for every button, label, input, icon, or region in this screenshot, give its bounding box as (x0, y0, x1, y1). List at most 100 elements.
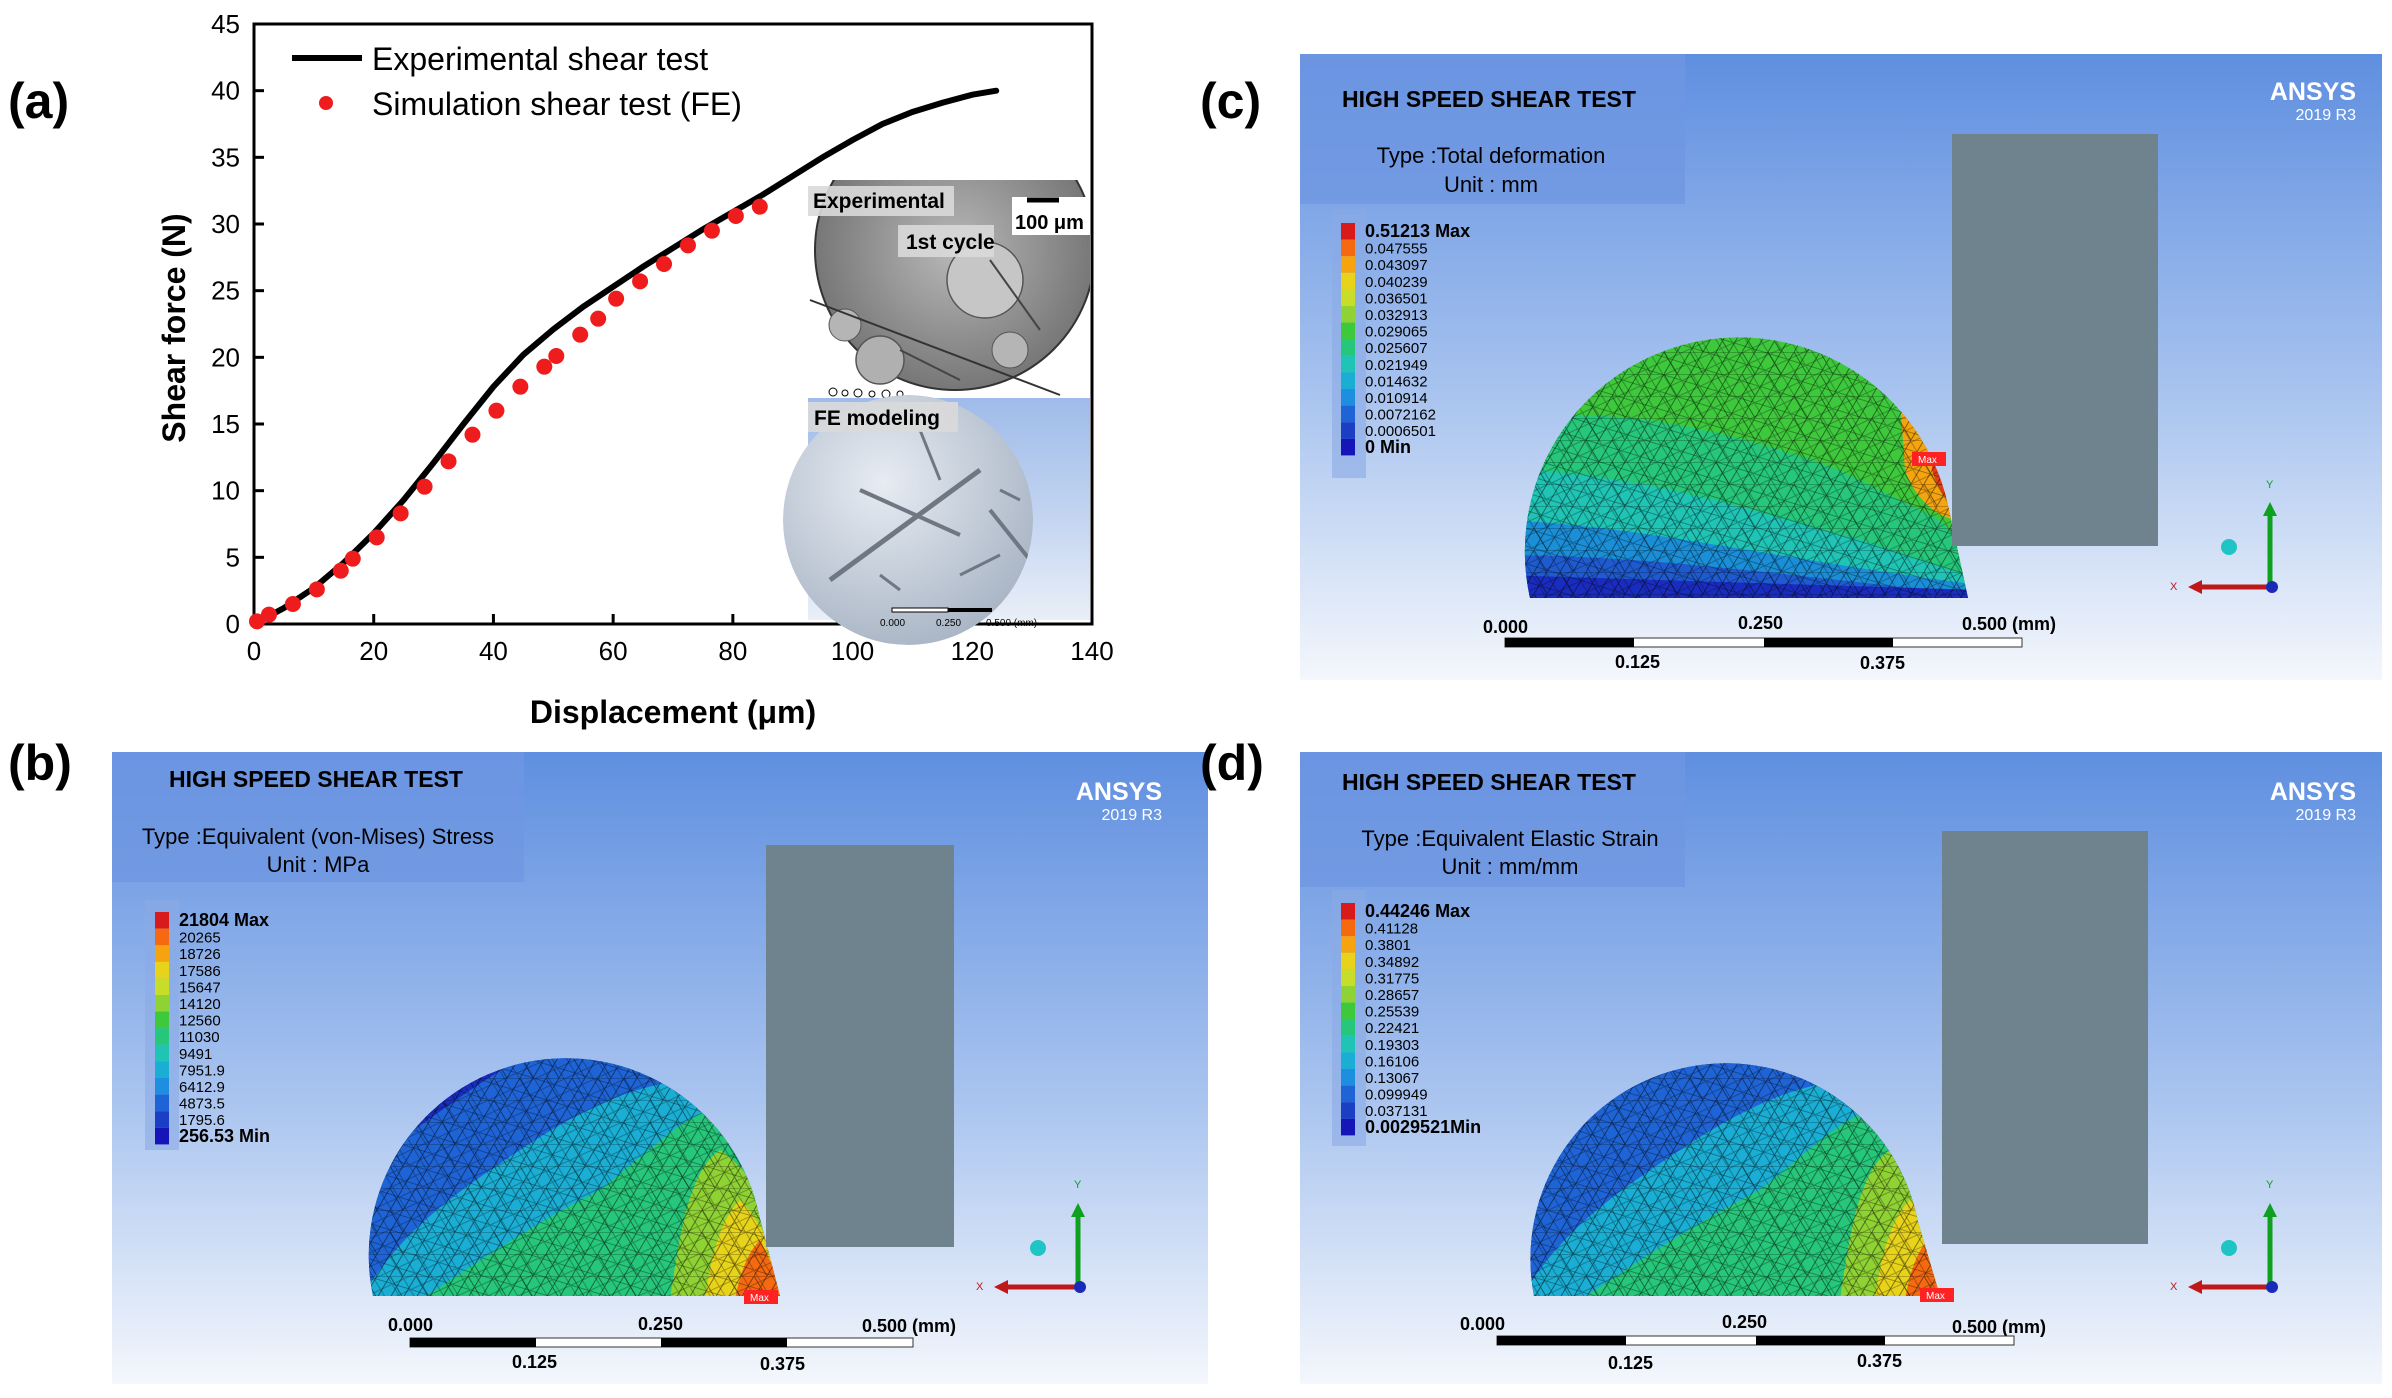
legend-value: 0.036501 (1365, 290, 1428, 307)
legend-swatch (1341, 1069, 1355, 1086)
simulation-point (590, 310, 607, 327)
legend-swatch (1341, 986, 1355, 1003)
simulation-point (368, 529, 385, 546)
y-tick-label: 45 (211, 9, 240, 39)
simulation-point (632, 273, 649, 290)
legend-value: 0.51213 Max (1365, 221, 1470, 241)
legend-value: 0.0006501 (1365, 423, 1436, 440)
legend-c: 0.51213 Max0.0475550.0430970.0402390.036… (1341, 221, 1470, 457)
legend-value: 20265 (179, 930, 221, 947)
scale-c-2: 0.500 (mm) (1962, 614, 2056, 634)
legend-value: 4873.5 (179, 1096, 225, 1113)
legend-value: 256.53 Min (179, 1126, 270, 1146)
legend-swatch (1341, 1118, 1355, 1136)
ansys-logo-b: ANSYS (1076, 778, 1162, 806)
legend-value: 0.41128 (1365, 921, 1418, 938)
simulation-point (512, 378, 529, 395)
legend-swatch (1341, 919, 1355, 937)
simulation-point (260, 606, 277, 623)
legend-swatch (1341, 272, 1355, 290)
scale-d-3: 0.125 (1608, 1353, 1653, 1373)
simulation-point (332, 562, 349, 579)
triad-b: Y X (976, 1179, 1086, 1294)
legend-swatch (1341, 969, 1355, 986)
legend-swatch (1341, 355, 1355, 373)
shear-tool-b (766, 845, 954, 1247)
legend-value: 0.16106 (1365, 1053, 1419, 1070)
legend-value: 0.22421 (1365, 1020, 1419, 1037)
legend-swatch (1341, 1002, 1355, 1020)
legend-swatch (1341, 256, 1355, 273)
legend-simulation-label: Simulation shear test (FE) (372, 86, 742, 122)
triad-y-d: Y (2266, 1179, 2274, 1191)
shear-tool-d (1942, 831, 2148, 1244)
y-tick-label: 5 (226, 542, 240, 572)
legend-swatch (155, 961, 169, 979)
legend-value: 18726 (179, 946, 221, 963)
legend-swatch (1341, 1085, 1355, 1103)
legend-value: 0 Min (1365, 437, 1411, 457)
triad-y-c: Y (2266, 479, 2274, 491)
x-tick-label: 120 (951, 636, 994, 666)
triad-x-d: X (2170, 1281, 2178, 1293)
legend-value: 0.040239 (1365, 274, 1428, 291)
plot-frame (252, 22, 1094, 626)
x-tick-label: 100 (831, 636, 874, 666)
simulation-point (536, 358, 553, 375)
legend-swatch (1341, 1019, 1355, 1036)
x-tick-label: 60 (599, 636, 628, 666)
legend-marker-simulation (319, 96, 333, 110)
legend-swatch (155, 1044, 169, 1062)
type-d: Type :Equivalent Elastic Strain (1361, 826, 1658, 851)
simulation-point (572, 326, 589, 343)
title-box-d (1300, 752, 1685, 887)
triad-y-b: Y (1074, 1179, 1082, 1191)
y-axis-title: Shear force (N) (156, 213, 192, 442)
legend-value: 0.31775 (1365, 970, 1419, 987)
legend-swatch (1341, 903, 1355, 920)
inset-fe-label: FE modeling (814, 407, 940, 430)
simulation-point (392, 505, 409, 522)
x-axis-title: Displacement (μm) (530, 694, 816, 730)
chart-legend: Experimental shear test Simulation shear… (292, 41, 742, 122)
ansys-logo-d: ANSYS (2270, 778, 2356, 806)
legend-value: 0.010914 (1365, 390, 1428, 407)
x-tick-label: 140 (1070, 636, 1113, 666)
simulation-point (548, 348, 565, 364)
legend-swatch (155, 928, 169, 946)
legend-value: 7951.9 (179, 1062, 225, 1079)
legend-value: 0.44246 Max (1365, 901, 1470, 921)
simulation-point (440, 453, 457, 470)
unit-b: Unit : MPa (267, 852, 370, 877)
simulation-point (488, 402, 505, 419)
legend-swatch (1341, 223, 1355, 240)
legend-value: 0.021949 (1365, 357, 1428, 374)
legend-swatch (155, 1028, 169, 1045)
scale-bar-d: 0.000 0.250 0.500 (mm) 0.125 0.375 (1460, 1312, 2046, 1373)
scale-d-2: 0.500 (mm) (1952, 1317, 2046, 1337)
legend-swatch (1341, 306, 1355, 323)
scale-c-3: 0.125 (1615, 652, 1660, 672)
triad-c: Y X (2170, 479, 2278, 594)
title-d: HIGH SPEED SHEAR TEST (1342, 769, 1636, 795)
legend-value: 0.0072162 (1365, 407, 1436, 424)
legend-b: 21804 Max2026518726175861564714120125601… (155, 910, 270, 1146)
title-b: HIGH SPEED SHEAR TEST (169, 766, 463, 792)
legend-swatch (1341, 289, 1355, 306)
legend-swatch (155, 978, 169, 995)
simulation-point (284, 596, 301, 612)
max-tag-c (1912, 452, 1946, 466)
simulation-point (416, 478, 433, 495)
legend-value: 0.014632 (1365, 373, 1428, 390)
scale-b-0: 0.000 (388, 1315, 433, 1335)
legend-value: 0.025607 (1365, 340, 1428, 357)
legend-value: 0.25539 (1365, 1004, 1419, 1021)
title-box-b (112, 752, 524, 882)
y-tick-label: 0 (226, 609, 240, 639)
legend-value: 0.047555 (1365, 241, 1428, 258)
legend-value: 12560 (179, 1013, 221, 1030)
triad-x-c: X (2170, 581, 2178, 593)
legend-swatch (1341, 1052, 1355, 1069)
scale-b-4: 0.375 (760, 1354, 805, 1374)
y-tick-label: 10 (211, 476, 240, 506)
